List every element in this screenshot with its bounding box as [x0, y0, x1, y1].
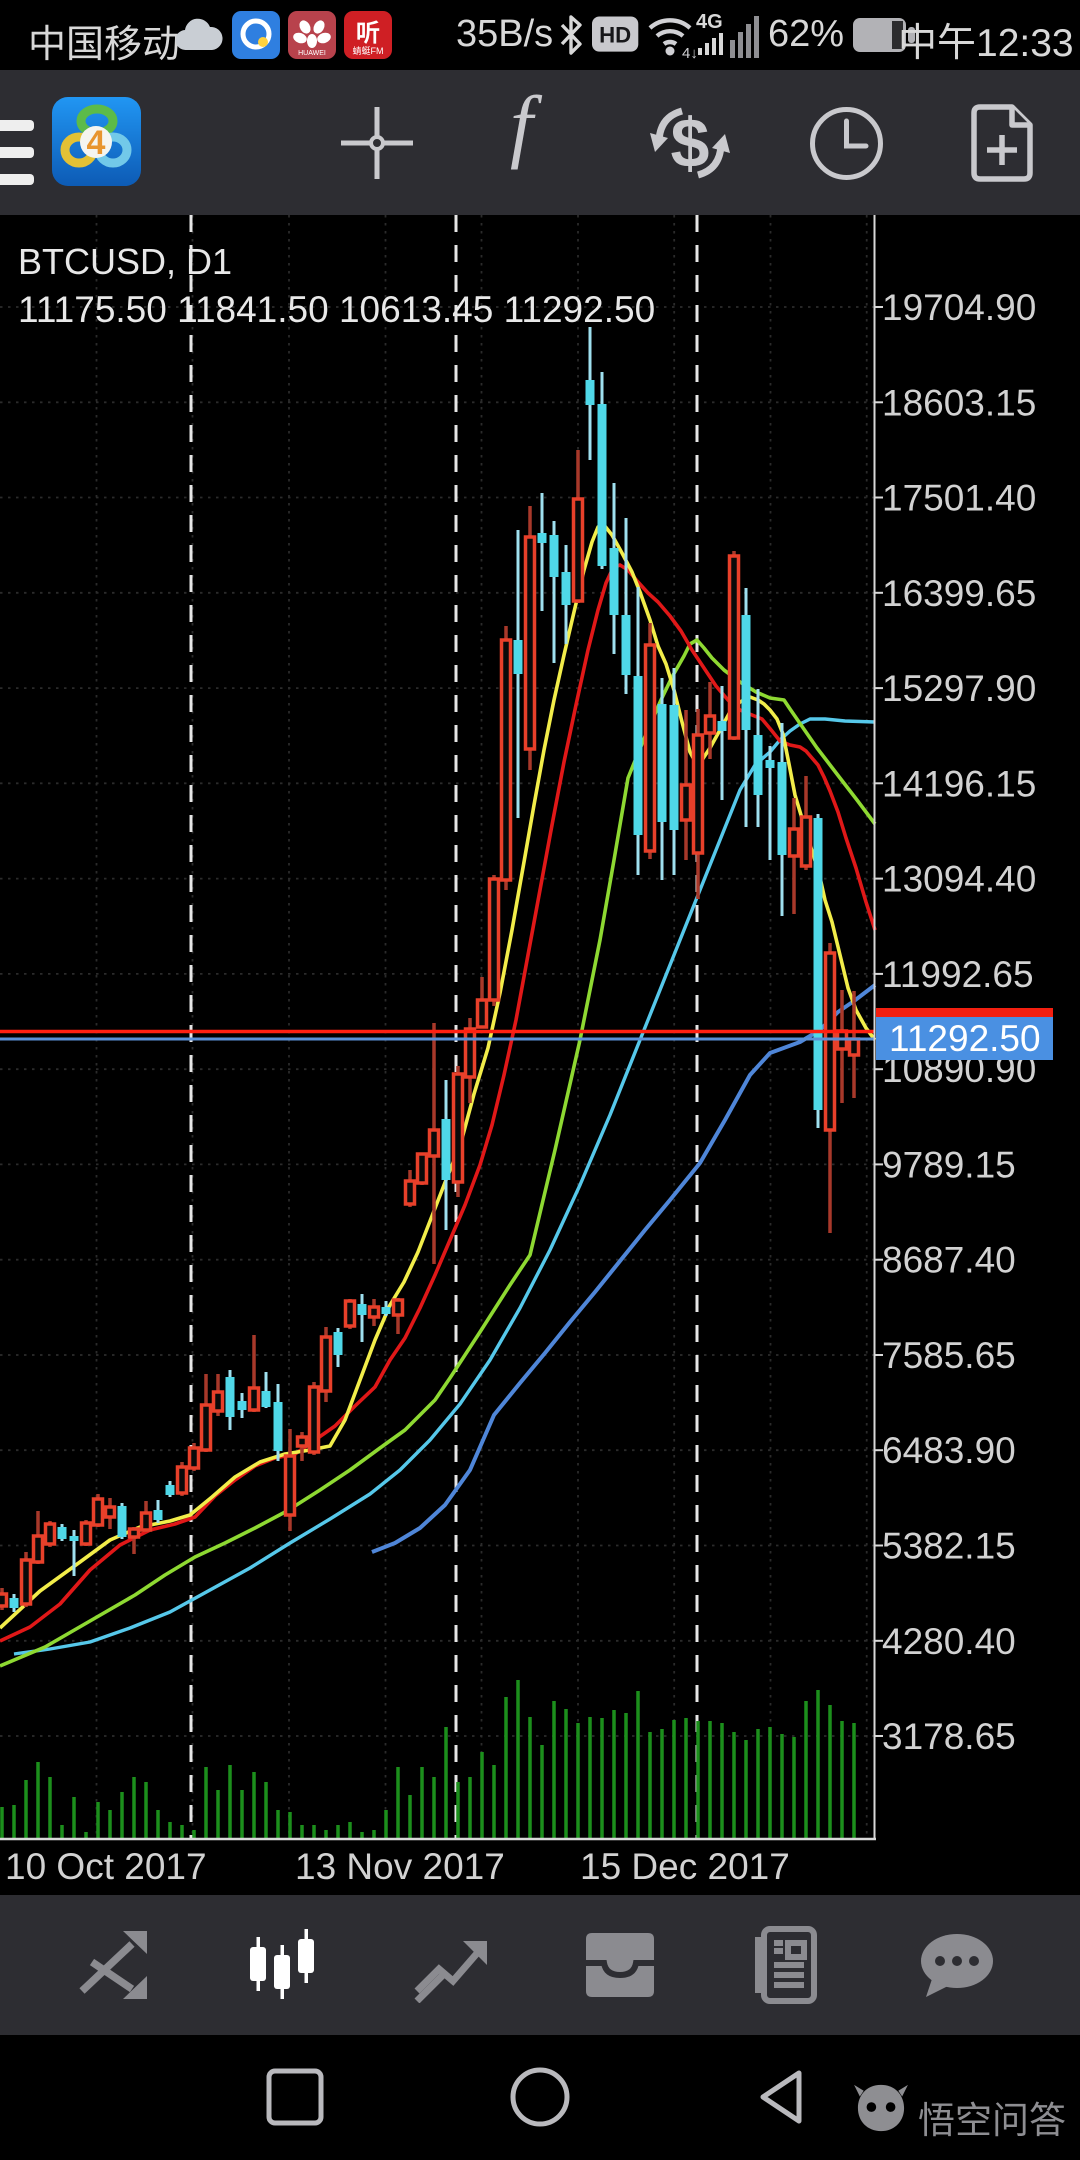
svg-text:14196.15: 14196.15 [882, 763, 1036, 804]
svg-text:4: 4 [87, 124, 106, 162]
svg-text:11292.50: 11292.50 [889, 1018, 1041, 1059]
svg-text:19704.90: 19704.90 [882, 287, 1036, 328]
svg-text:16399.65: 16399.65 [882, 573, 1036, 614]
svg-text:听: 听 [356, 20, 380, 47]
svg-text:8687.40: 8687.40 [882, 1240, 1016, 1281]
svg-text:17501.40: 17501.40 [882, 478, 1036, 519]
svg-text:HD: HD [599, 22, 631, 47]
svg-text:6483.90: 6483.90 [882, 1430, 1016, 1471]
svg-text:$: $ [671, 104, 710, 182]
svg-text:4↓: 4↓ [682, 45, 698, 60]
svg-text:蜻蜓FM: 蜻蜓FM [353, 45, 384, 56]
svg-text:3178.65: 3178.65 [882, 1716, 1016, 1757]
svg-text:11992.65: 11992.65 [882, 954, 1034, 995]
svg-text:BTCUSD, D1: BTCUSD, D1 [18, 241, 232, 282]
svg-text:5382.15: 5382.15 [882, 1526, 1016, 1567]
svg-text:11175.50 11841.50 10613.45 112: 11175.50 11841.50 10613.45 11292.50 [18, 289, 655, 330]
svg-text:7585.65: 7585.65 [882, 1335, 1016, 1376]
svg-text:13 Nov 2017: 13 Nov 2017 [295, 1846, 505, 1887]
svg-text:4G: 4G [696, 11, 723, 33]
svg-text:15 Dec 2017: 15 Dec 2017 [580, 1846, 790, 1887]
svg-text:15297.90: 15297.90 [882, 668, 1036, 709]
svg-text:HUAWEI: HUAWEI [298, 50, 326, 57]
svg-text:18603.15: 18603.15 [882, 382, 1036, 423]
svg-text:4280.40: 4280.40 [882, 1621, 1016, 1662]
svg-text:13094.40: 13094.40 [882, 859, 1036, 900]
svg-text:10 Oct 2017: 10 Oct 2017 [5, 1846, 207, 1887]
svg-text:9789.15: 9789.15 [882, 1144, 1016, 1185]
